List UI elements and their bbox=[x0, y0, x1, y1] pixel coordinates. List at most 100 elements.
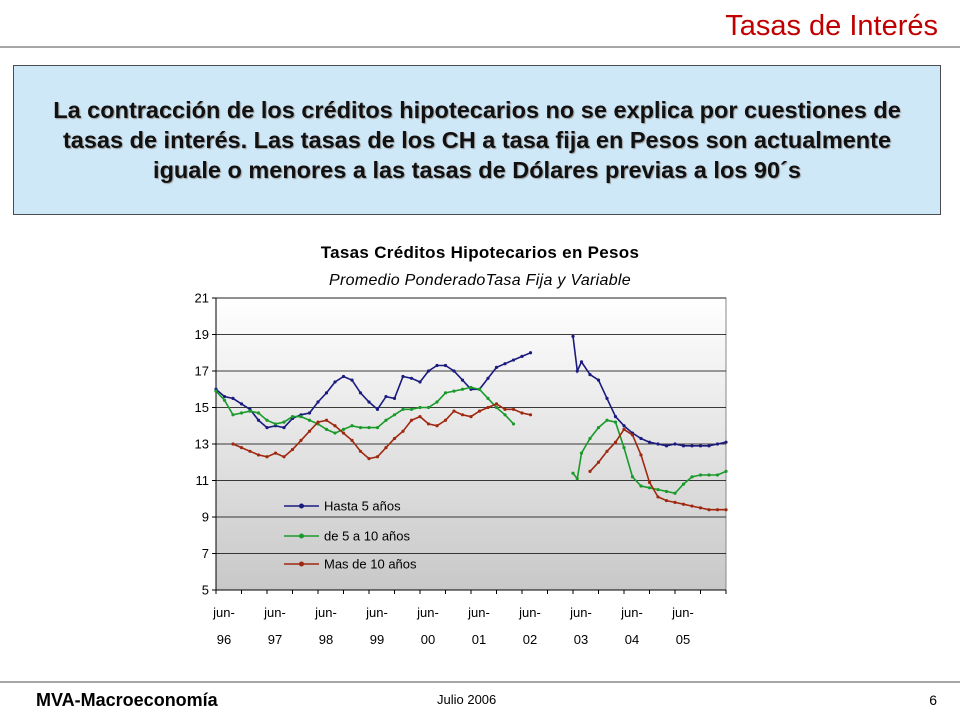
data-point bbox=[575, 369, 579, 373]
data-point bbox=[324, 427, 329, 431]
data-point bbox=[571, 471, 575, 475]
data-point bbox=[613, 440, 618, 444]
data-point bbox=[409, 407, 414, 411]
y-tick-label: 7 bbox=[202, 546, 209, 561]
data-point bbox=[341, 431, 346, 435]
data-point bbox=[392, 436, 397, 441]
data-point bbox=[486, 396, 490, 400]
data-point bbox=[452, 369, 456, 373]
data-point bbox=[664, 444, 669, 448]
x-tick-label: jun- bbox=[569, 605, 592, 620]
message-text: La contracción de los créditos hipotecar… bbox=[53, 97, 901, 183]
data-point bbox=[307, 429, 312, 433]
footer-date: Julio 2006 bbox=[437, 692, 497, 707]
x-tick-label: 03 bbox=[574, 632, 588, 647]
data-point bbox=[647, 440, 652, 444]
data-point bbox=[392, 413, 397, 417]
data-point bbox=[630, 433, 635, 437]
data-point bbox=[222, 398, 227, 402]
x-tick-label: 98 bbox=[319, 632, 333, 647]
data-point bbox=[273, 451, 278, 455]
data-point bbox=[690, 444, 694, 448]
data-point bbox=[724, 469, 728, 473]
data-point bbox=[248, 449, 252, 453]
data-point bbox=[707, 444, 711, 448]
legend-marker bbox=[299, 533, 304, 539]
message-box: La contracción de los créditos hipotecar… bbox=[13, 65, 941, 215]
data-point bbox=[333, 424, 337, 428]
data-point bbox=[605, 449, 609, 453]
data-point bbox=[299, 415, 303, 419]
data-point bbox=[409, 376, 414, 380]
data-point bbox=[375, 425, 380, 430]
data-point bbox=[401, 429, 405, 433]
page-number: 6 bbox=[929, 692, 937, 708]
legend-marker bbox=[299, 561, 304, 567]
data-point bbox=[350, 378, 354, 382]
data-point bbox=[520, 411, 524, 415]
data-point bbox=[511, 358, 516, 362]
data-point bbox=[690, 475, 694, 479]
footer-divider bbox=[0, 681, 960, 683]
slide-title: Tasas de Interés bbox=[725, 10, 938, 42]
data-point bbox=[452, 389, 456, 393]
data-point bbox=[341, 427, 346, 431]
data-point bbox=[316, 420, 320, 424]
data-point bbox=[494, 405, 499, 410]
data-point bbox=[239, 411, 244, 415]
x-tick-label: 97 bbox=[268, 632, 282, 647]
data-point bbox=[375, 407, 380, 411]
data-point bbox=[401, 407, 405, 411]
chart-title: Tasas Créditos Hipotecarios en Pesos bbox=[320, 243, 640, 262]
legend-label: Mas de 10 años bbox=[324, 557, 417, 572]
data-point bbox=[460, 413, 465, 417]
x-tick-label: jun- bbox=[365, 605, 388, 620]
x-tick-label: 05 bbox=[676, 632, 690, 647]
data-point bbox=[690, 504, 694, 508]
x-tick-label: jun- bbox=[467, 605, 490, 620]
data-point bbox=[477, 409, 482, 413]
x-tick-label: 01 bbox=[472, 632, 486, 647]
chart-subtitle: Promedio PonderadoTasa Fija y Variable bbox=[329, 272, 631, 289]
legend-marker bbox=[299, 503, 304, 509]
title-divider bbox=[0, 46, 960, 48]
footer-course-label: MVA-Macroeconomía bbox=[36, 690, 218, 710]
data-point bbox=[503, 362, 507, 366]
data-point bbox=[256, 453, 261, 457]
data-point bbox=[588, 469, 592, 473]
data-point bbox=[401, 374, 405, 379]
data-point bbox=[367, 425, 371, 430]
data-point bbox=[639, 436, 643, 441]
x-tick-label: jun- bbox=[212, 605, 235, 620]
data-point bbox=[503, 413, 507, 417]
data-point bbox=[324, 418, 329, 422]
data-point bbox=[656, 488, 660, 492]
data-point bbox=[681, 482, 686, 486]
data-point bbox=[588, 373, 592, 377]
data-point bbox=[443, 391, 448, 395]
data-point bbox=[265, 425, 269, 430]
data-point bbox=[647, 486, 652, 490]
data-point bbox=[698, 444, 703, 448]
data-point bbox=[605, 418, 609, 422]
data-point bbox=[613, 415, 618, 419]
data-point bbox=[698, 473, 703, 477]
data-point bbox=[214, 389, 218, 393]
data-point bbox=[265, 455, 269, 459]
y-tick-label: 11 bbox=[196, 473, 210, 488]
data-point bbox=[460, 387, 465, 391]
data-point bbox=[299, 438, 303, 442]
data-point bbox=[333, 431, 337, 435]
data-point bbox=[307, 418, 312, 422]
data-point bbox=[528, 413, 533, 417]
data-point bbox=[588, 436, 592, 441]
data-point bbox=[426, 422, 431, 426]
x-tick-label: jun- bbox=[314, 605, 337, 620]
data-point bbox=[418, 405, 422, 410]
x-tick-label: 02 bbox=[523, 632, 537, 647]
y-tick-label: 9 bbox=[202, 510, 209, 525]
data-point bbox=[477, 387, 482, 391]
data-point bbox=[222, 394, 227, 399]
data-point bbox=[622, 446, 626, 450]
data-point bbox=[443, 418, 448, 422]
